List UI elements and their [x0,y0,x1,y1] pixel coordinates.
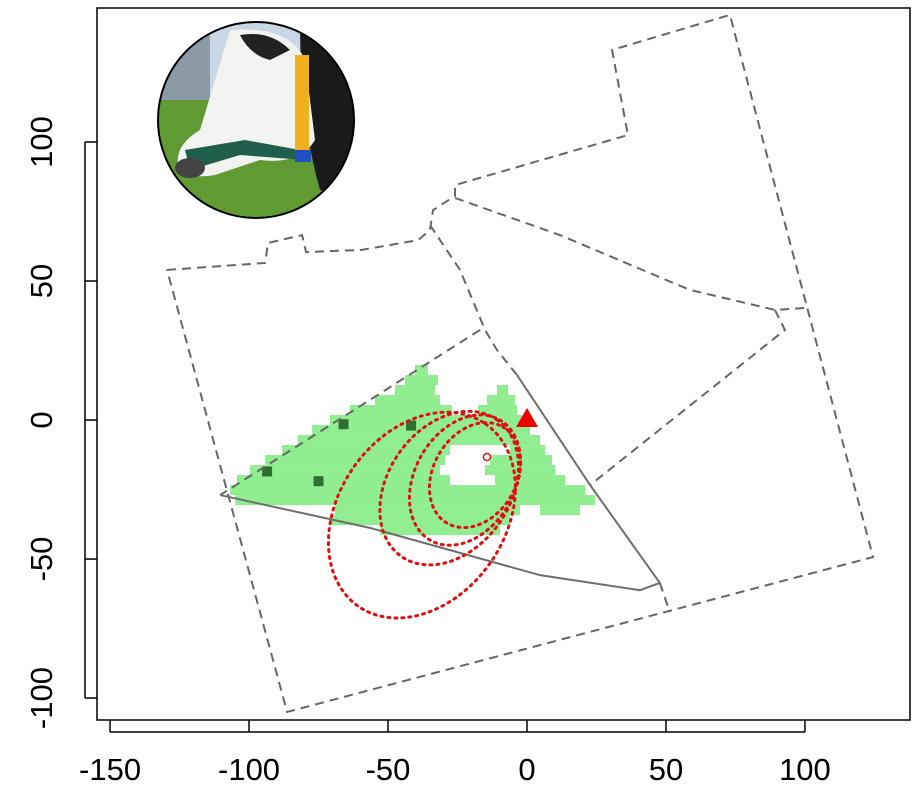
density-cell [497,385,508,395]
centroid [483,453,490,460]
density-cell [230,485,585,495]
density-cell [235,495,595,505]
y-tick-label: 50 [24,264,59,298]
dense-cell [314,476,324,486]
page: -150-100-50050100-100-50050100 (() => { … [0,0,913,807]
cow-photo [150,20,370,220]
x-tick-label: 100 [779,752,831,787]
density-cell [375,395,440,405]
density-cell [395,385,435,395]
x-tick-label: -50 [366,752,411,787]
y-tick-label: -50 [24,537,59,582]
paddock-line [660,583,670,612]
paddock-line [590,310,785,485]
density-cell [250,465,440,475]
y-tick-label: 0 [24,411,59,428]
density-cell [405,375,438,385]
density-cell [330,515,510,525]
x-tick-label: -150 [79,752,141,787]
x-tick-label: -100 [218,752,280,787]
dense-cell [339,419,349,429]
x-tick-label: 0 [518,752,535,787]
y-tick-label: -100 [24,667,59,729]
y-tick-label: 100 [24,116,59,168]
density-cell [540,505,580,515]
density-cell [495,475,565,485]
paddock-line [455,198,805,310]
x-tick-label: 50 [649,752,683,787]
density-cell [487,395,515,405]
chart: -150 -100 -50 0 50 100 -100 -50 0 50 100 [0,0,913,802]
paddock-line [430,225,517,375]
density-cell [335,505,520,515]
